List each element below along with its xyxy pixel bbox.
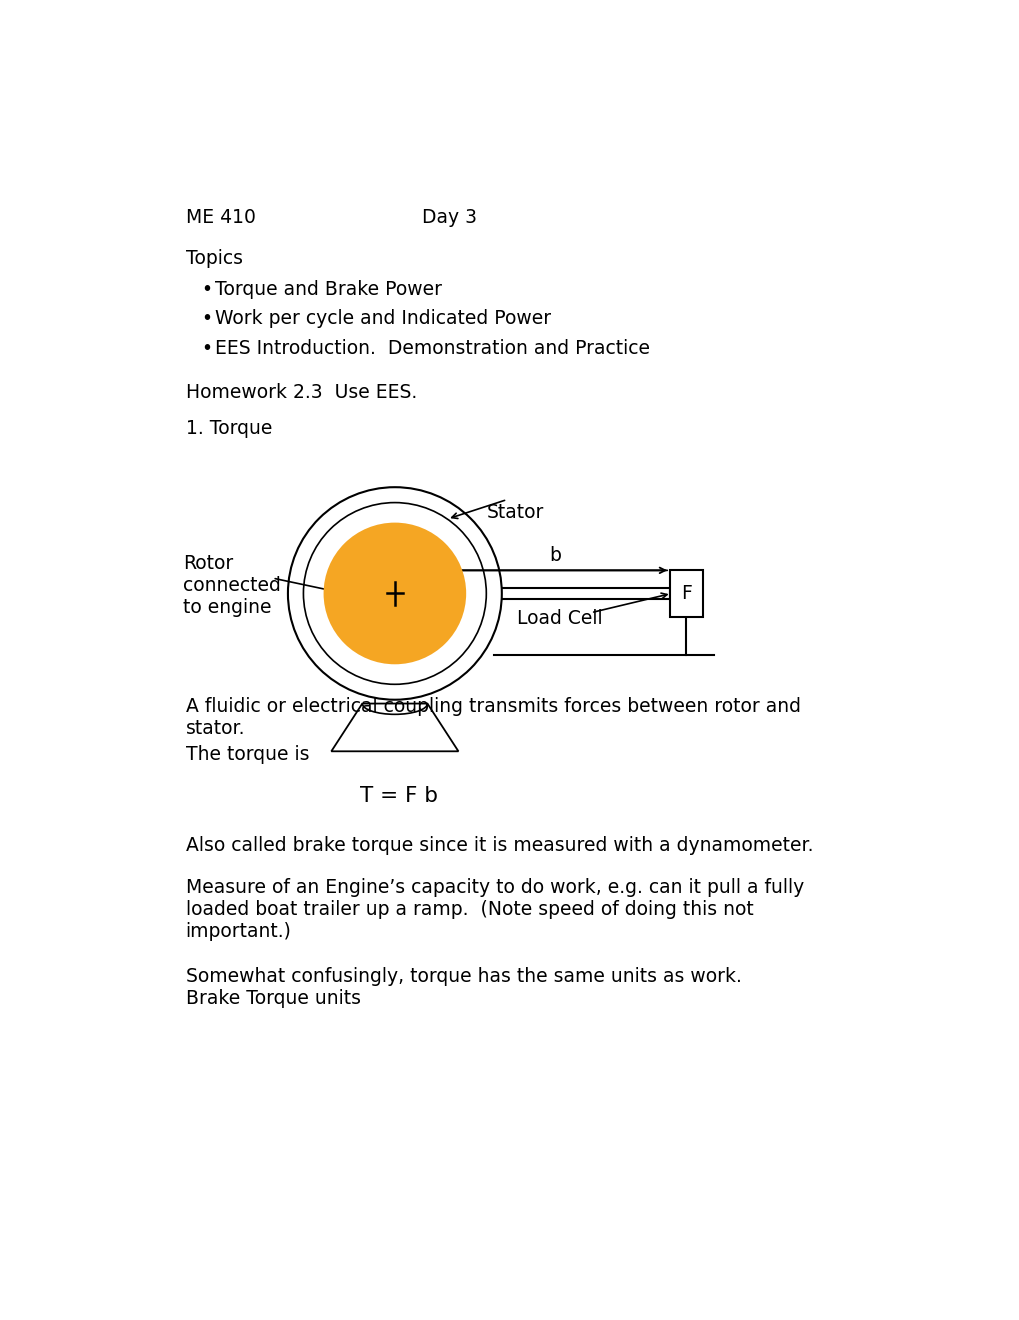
Text: F: F: [680, 583, 691, 603]
Bar: [669, 570, 702, 616]
Text: Work per cycle and Indicated Power: Work per cycle and Indicated Power: [215, 309, 550, 329]
Text: ME 410: ME 410: [185, 209, 255, 227]
Text: EES Introduction.  Demonstration and Practice: EES Introduction. Demonstration and Prac…: [215, 339, 649, 358]
Text: A fluidic or electrical coupling transmits forces between rotor and
stator.: A fluidic or electrical coupling transmi…: [185, 697, 800, 738]
Polygon shape: [331, 704, 458, 751]
Text: Stator: Stator: [486, 503, 543, 523]
Text: Load Cell: Load Cell: [517, 609, 602, 627]
Circle shape: [303, 503, 486, 684]
Text: Measure of an Engine’s capacity to do work, e.g. can it pull a fully
loaded boat: Measure of an Engine’s capacity to do wo…: [185, 878, 803, 941]
Text: Rotor
connected
to engine: Rotor connected to engine: [183, 554, 281, 618]
Text: b: b: [549, 546, 561, 565]
Text: Also called brake torque since it is measured with a dynamometer.: Also called brake torque since it is mea…: [185, 836, 812, 855]
Text: Somewhat confusingly, torque has the same units as work.
Brake Torque units: Somewhat confusingly, torque has the sam…: [185, 966, 741, 1008]
Text: Torque and Brake Power: Torque and Brake Power: [215, 280, 441, 300]
Text: 1. Torque: 1. Torque: [185, 418, 272, 438]
Text: The torque is: The torque is: [185, 744, 309, 764]
Text: •: •: [201, 339, 212, 358]
Circle shape: [287, 487, 501, 700]
Text: Day 3: Day 3: [422, 209, 477, 227]
Text: •: •: [201, 280, 212, 300]
Text: Homework 2.3  Use EES.: Homework 2.3 Use EES.: [185, 383, 417, 403]
Text: •: •: [201, 309, 212, 329]
Circle shape: [323, 523, 466, 664]
Text: T = F b: T = F b: [360, 785, 437, 807]
Text: Topics: Topics: [185, 249, 243, 268]
